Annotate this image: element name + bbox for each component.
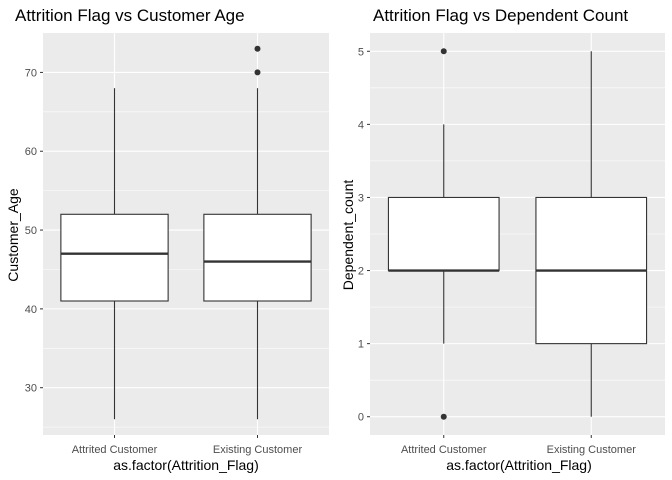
y-tick-label: 30	[25, 383, 37, 395]
x-axis-title: as.factor(Attrition_Flag)	[113, 457, 259, 473]
x-tick-label: Existing Customer	[213, 444, 303, 456]
box-existing	[203, 45, 312, 420]
outlier-point	[440, 48, 447, 55]
box-iqr	[60, 213, 169, 302]
box-iqr	[387, 196, 500, 272]
chart-age: Attrition Flag vs Customer Age Customer_…	[5, 6, 329, 473]
y-tick-label: 50	[25, 225, 37, 237]
x-tick-label: Attrited Customer	[401, 444, 487, 456]
y-tick-label: 40	[25, 304, 37, 316]
y-tick-label: 3	[358, 192, 364, 204]
box-attrited	[387, 48, 500, 420]
outlier-point	[254, 45, 261, 52]
chart-title: Attrition Flag vs Customer Age	[15, 6, 245, 25]
y-tick-label: 60	[25, 146, 37, 158]
x-axis-title: as.factor(Attrition_Flag)	[446, 457, 592, 473]
y-tick-label: 5	[358, 46, 364, 58]
chart-title: Attrition Flag vs Dependent Count	[373, 6, 628, 25]
x-tick-label: Existing Customer	[547, 444, 637, 456]
box-attrited	[60, 88, 169, 420]
box-iqr	[203, 213, 312, 302]
y-tick-label: 0	[358, 412, 364, 424]
y-tick-label: 70	[25, 67, 37, 79]
y-tick-label: 2	[358, 266, 364, 278]
outlier-point	[254, 69, 261, 76]
y-tick-label: 1	[358, 339, 364, 351]
y-tick-label: 4	[358, 119, 364, 131]
y-axis-title: Customer_Age	[5, 188, 21, 282]
y-axis-title: Dependent_count	[340, 180, 356, 291]
outlier-point	[440, 413, 447, 420]
x-tick-label: Attrited Customer	[72, 444, 158, 456]
box-existing	[535, 51, 648, 417]
chart-dependents: Attrition Flag vs Dependent Count Depend…	[340, 6, 665, 473]
